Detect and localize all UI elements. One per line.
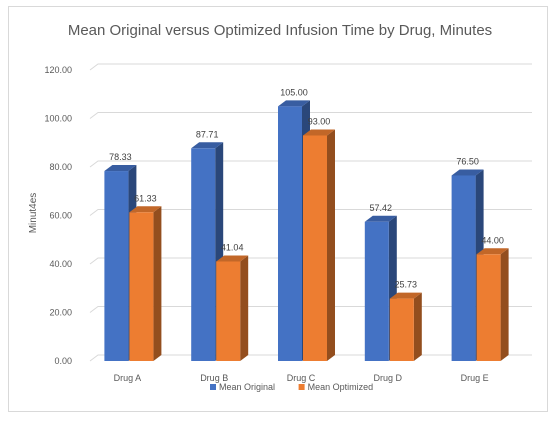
bar-top xyxy=(389,292,422,299)
x-tick-label: Drug C xyxy=(287,373,316,383)
data-label: 78.33 xyxy=(109,152,132,162)
gridline xyxy=(89,112,532,119)
bar-top xyxy=(216,255,249,262)
bar-front xyxy=(389,298,414,361)
bar-front xyxy=(104,171,129,361)
chart-title: Mean Original versus Optimized Infusion … xyxy=(68,22,492,39)
bar xyxy=(389,292,422,361)
bar-front xyxy=(216,261,241,361)
y-tick-label: 100.00 xyxy=(44,114,72,124)
x-tick-labels: Drug A Drug B Drug C Drug D Drug E xyxy=(114,373,489,383)
gridline xyxy=(89,160,532,168)
bar-side xyxy=(153,206,162,361)
y-tick-label: 60.00 xyxy=(49,211,72,221)
legend-swatch xyxy=(210,384,216,390)
bar-top xyxy=(191,142,224,149)
bar-front xyxy=(476,254,501,361)
legend-label: Mean Original xyxy=(219,382,275,392)
bar xyxy=(129,206,162,361)
bars: 78.33 61.33 87.71 41.04 105.00 93.00 57.42 25.7… xyxy=(104,87,509,361)
bar xyxy=(303,129,335,361)
bar-top xyxy=(104,165,137,172)
x-tick-label: Drug A xyxy=(114,373,142,383)
x-tick-label: Drug B xyxy=(200,373,228,383)
bar-front xyxy=(303,135,327,361)
y-tick-label: 0.00 xyxy=(54,356,72,366)
bar-front xyxy=(364,221,389,361)
bar-top xyxy=(303,129,335,136)
data-label: 105.00 xyxy=(280,87,308,97)
bar-side xyxy=(500,248,509,361)
y-tick-label: 20.00 xyxy=(49,308,72,318)
y-tick-label: 40.00 xyxy=(49,259,72,269)
bar xyxy=(191,142,224,361)
x-tick-label: Drug D xyxy=(374,373,403,383)
y-tick-label: 80.00 xyxy=(49,162,72,172)
bar xyxy=(216,255,249,361)
bar-front xyxy=(191,148,216,361)
bar-front xyxy=(451,175,476,361)
data-label: 44.00 xyxy=(481,235,504,245)
legend-label: Mean Optimized xyxy=(308,382,374,392)
bar-side xyxy=(327,129,335,361)
bar-side xyxy=(413,292,422,361)
bar-top xyxy=(364,215,397,222)
legend: Mean Original Mean Optimized xyxy=(210,382,373,392)
gridline xyxy=(89,63,532,71)
bar-top xyxy=(129,206,162,213)
bar-front xyxy=(129,212,154,361)
data-label: 57.42 xyxy=(370,203,393,213)
data-label: 25.73 xyxy=(395,280,418,290)
x-tick-label: Drug E xyxy=(461,373,489,383)
bar xyxy=(364,215,397,361)
y-axis-title: Minut4es xyxy=(28,193,39,234)
bar-front xyxy=(278,106,302,361)
bar-top xyxy=(451,169,484,176)
gridline xyxy=(89,209,532,216)
bar-side xyxy=(240,255,249,361)
y-tick-labels: 0.00 20.00 40.00 60.00 80.00 100.00 120.00 xyxy=(44,65,72,366)
data-label: 76.50 xyxy=(456,156,479,166)
data-label: 41.04 xyxy=(221,242,244,252)
bar-top xyxy=(278,100,310,107)
data-label: 93.00 xyxy=(308,116,331,126)
data-label: 61.33 xyxy=(134,193,157,203)
bar xyxy=(476,248,509,361)
legend-swatch xyxy=(298,384,305,390)
bar-top xyxy=(476,248,509,255)
y-tick-label: 120.00 xyxy=(44,65,72,75)
data-label: 87.71 xyxy=(196,129,219,139)
